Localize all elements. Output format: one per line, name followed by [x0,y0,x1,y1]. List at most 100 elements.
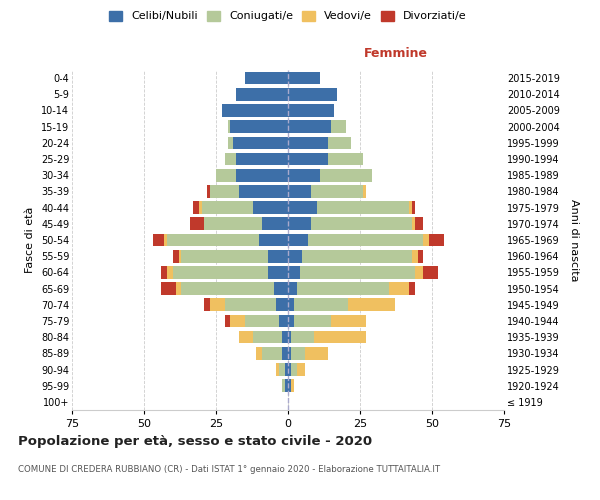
Text: Femmine: Femmine [364,47,428,60]
Bar [245,72,288,85]
Bar [409,282,415,295]
Bar [268,266,288,278]
Legend: Celibi/Nubili, Coniugati/e, Vedovi/e, Divorziati/e: Celibi/Nubili, Coniugati/e, Vedovi/e, Di… [109,10,467,22]
Bar [181,250,268,262]
Bar [288,88,337,101]
Bar [429,234,443,246]
Bar [288,169,320,181]
Bar [152,234,164,246]
Bar [412,202,415,214]
Bar [317,202,409,214]
Bar [280,314,288,328]
Bar [268,250,288,262]
Bar [179,250,181,262]
Bar [288,136,328,149]
Bar [173,250,179,262]
Bar [331,120,346,133]
Bar [176,282,181,295]
Bar [173,266,268,278]
Bar [208,185,210,198]
Bar [288,347,291,360]
Bar [302,250,412,262]
Bar [328,136,352,149]
Bar [288,185,311,198]
Bar [262,218,288,230]
Bar [253,202,288,214]
Bar [216,169,236,181]
Bar [285,380,288,392]
Bar [277,363,280,376]
Bar [288,314,294,328]
Bar [205,298,210,311]
Bar [311,185,363,198]
Bar [363,185,366,198]
Bar [262,347,282,360]
Bar [299,266,415,278]
Bar [294,314,331,328]
Bar [256,347,262,360]
Bar [205,218,262,230]
Bar [349,298,395,311]
Bar [210,185,239,198]
Bar [239,331,253,344]
Bar [167,234,259,246]
Bar [236,169,288,181]
Bar [199,202,202,214]
Bar [288,120,331,133]
Bar [193,202,199,214]
Bar [236,152,288,166]
Bar [288,266,299,278]
Bar [308,234,424,246]
Bar [227,120,230,133]
Bar [288,104,334,117]
Bar [288,218,311,230]
Bar [259,234,288,246]
Bar [389,282,409,295]
Bar [294,298,349,311]
Bar [288,363,291,376]
Bar [288,380,291,392]
Bar [424,234,429,246]
Bar [274,282,288,295]
Bar [288,234,308,246]
Bar [296,282,389,295]
Bar [224,298,277,311]
Bar [288,152,328,166]
Bar [253,331,282,344]
Bar [291,380,294,392]
Bar [181,282,274,295]
Bar [296,363,305,376]
Bar [320,169,371,181]
Bar [224,314,230,328]
Bar [291,331,314,344]
Bar [288,250,302,262]
Bar [230,120,288,133]
Bar [415,266,424,278]
Bar [190,218,205,230]
Bar [409,202,412,214]
Bar [277,298,288,311]
Bar [415,218,424,230]
Bar [285,363,288,376]
Bar [291,363,296,376]
Text: Popolazione per età, sesso e stato civile - 2020: Popolazione per età, sesso e stato civil… [18,435,372,448]
Bar [161,282,176,295]
Bar [331,314,366,328]
Bar [282,380,285,392]
Bar [227,136,233,149]
Bar [164,234,167,246]
Bar [418,250,424,262]
Bar [282,347,288,360]
Bar [288,298,294,311]
Bar [314,331,366,344]
Bar [202,202,253,214]
Bar [280,363,285,376]
Bar [412,250,418,262]
Bar [236,88,288,101]
Bar [288,282,296,295]
Bar [288,202,317,214]
Bar [424,266,438,278]
Bar [224,152,236,166]
Bar [210,298,224,311]
Bar [161,266,167,278]
